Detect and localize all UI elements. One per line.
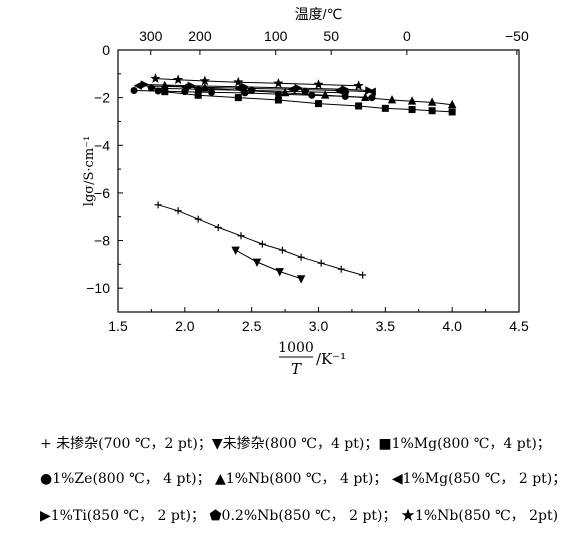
data-point	[173, 74, 184, 85]
data-point	[407, 96, 417, 105]
data-point	[408, 106, 416, 114]
data-point	[275, 268, 284, 277]
data-point	[296, 275, 306, 284]
data-point	[353, 80, 364, 91]
data-point	[381, 104, 389, 112]
data-point	[237, 232, 245, 240]
data-point	[274, 96, 282, 104]
legend-row-3: ▶1%Ti(850 ℃， 2 pt)； ⬟0.2%Nb(850 ℃， 2 pt)…	[40, 508, 559, 524]
top-tick-label: −50	[505, 28, 529, 44]
top-tick-label: 0	[403, 28, 411, 44]
data-point	[355, 102, 363, 110]
legend-row-1: + 未掺杂(700 ℃，2 pt)；▼未掺杂(800 ℃，4 pt)；■1%Mg…	[40, 436, 551, 452]
data-point	[174, 207, 182, 215]
series-line	[157, 204, 363, 276]
data-point	[147, 83, 156, 92]
data-point	[130, 86, 138, 94]
top-tick-label: 50	[323, 28, 339, 44]
data-point	[194, 85, 203, 93]
data-point	[199, 75, 211, 86]
data-point	[154, 201, 162, 209]
x-axis-label-numerator: 1000	[278, 340, 314, 356]
y-tick-label: −4	[94, 137, 110, 153]
x-tick-label: 4.0	[442, 318, 462, 334]
data-point	[361, 92, 370, 102]
series-plus	[154, 201, 367, 279]
data-point	[428, 107, 436, 115]
data-point	[208, 88, 216, 96]
x-tick-label: 3.5	[376, 318, 396, 334]
data-point	[234, 94, 242, 102]
data-point	[448, 108, 456, 116]
x-axis-label: 1000 T /K⁻¹	[278, 340, 346, 378]
series-star	[150, 73, 364, 91]
data-point	[387, 95, 397, 104]
series-line	[164, 91, 453, 113]
series-triangle-down	[231, 246, 306, 284]
data-point	[154, 87, 162, 95]
series-line	[164, 85, 453, 106]
data-point	[341, 88, 350, 97]
data-point	[280, 87, 290, 97]
data-point	[241, 82, 250, 92]
top-tick-label: 100	[264, 28, 288, 44]
y-tick-label: −10	[86, 280, 110, 296]
data-point	[308, 91, 316, 99]
data-point	[273, 77, 284, 88]
data-point	[187, 81, 197, 90]
y-tick-label: −2	[94, 90, 110, 106]
x-tick-label: 1.5	[108, 318, 128, 334]
data-point	[278, 246, 286, 254]
data-point	[447, 99, 457, 109]
series-line	[235, 249, 302, 280]
data-point	[252, 258, 262, 267]
data-point	[247, 86, 256, 94]
series-pentagon	[147, 83, 350, 97]
data-point	[320, 90, 330, 99]
data-point	[301, 87, 310, 96]
data-point	[214, 223, 222, 231]
top-tick-label: 300	[139, 28, 163, 44]
x-tick-label: 2.5	[242, 318, 262, 334]
data-point	[194, 215, 202, 223]
x-axis-label-denominator: T	[291, 360, 302, 378]
data-point	[317, 259, 325, 267]
data-point	[337, 265, 345, 273]
y-tick-label: −8	[94, 233, 110, 249]
x-tick-label: 4.5	[509, 318, 529, 334]
legend-row-2: ●1%Ze(800 ℃， 4 pt)； ▲1%Nb(800 ℃， 4 pt)； …	[40, 471, 567, 487]
axes: 1.5 2.0 2.5 3.0 3.5 4.0 4.5 0 −2 −4 −6 −8 −10 300 200 1…	[86, 28, 529, 334]
data-point	[297, 253, 305, 261]
data-point	[315, 100, 322, 108]
plot-frame	[117, 49, 520, 313]
data-point	[150, 73, 161, 83]
y-tick-label: 0	[102, 42, 110, 58]
data-point	[233, 76, 244, 87]
y-axis-label: lgσ/S·cm⁻¹	[82, 136, 97, 206]
data-point	[140, 80, 150, 89]
data-point	[359, 271, 367, 279]
top-tick-label: 200	[188, 28, 212, 44]
data-point	[427, 97, 437, 106]
series-square	[161, 88, 456, 116]
x-tick-label: 2.0	[175, 318, 195, 334]
data-point	[313, 79, 324, 89]
top-axis-label: 温度/℃	[295, 6, 343, 22]
series-group	[130, 73, 457, 284]
x-axis-label-unit: /K⁻¹	[316, 350, 346, 368]
data-point	[258, 240, 266, 248]
data-point	[231, 246, 240, 256]
data-point	[365, 86, 374, 95]
y-tick-label: −6	[94, 185, 110, 201]
data-point	[294, 83, 303, 93]
data-point	[194, 91, 202, 99]
x-tick-label: 3.0	[309, 318, 329, 334]
